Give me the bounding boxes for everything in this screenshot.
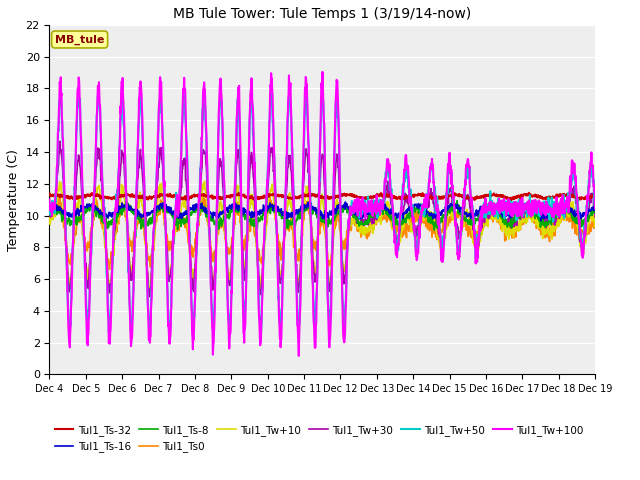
- Title: MB Tule Tower: Tule Temps 1 (3/19/14-now): MB Tule Tower: Tule Temps 1 (3/19/14-now…: [173, 7, 472, 21]
- Text: MB_tule: MB_tule: [55, 35, 104, 45]
- Y-axis label: Temperature (C): Temperature (C): [7, 149, 20, 251]
- Legend: Tul1_Ts-32, Tul1_Ts-16, Tul1_Ts-8, Tul1_Ts0, Tul1_Tw+10, Tul1_Tw+30, Tul1_Tw+50,: Tul1_Ts-32, Tul1_Ts-16, Tul1_Ts-8, Tul1_…: [54, 425, 584, 452]
